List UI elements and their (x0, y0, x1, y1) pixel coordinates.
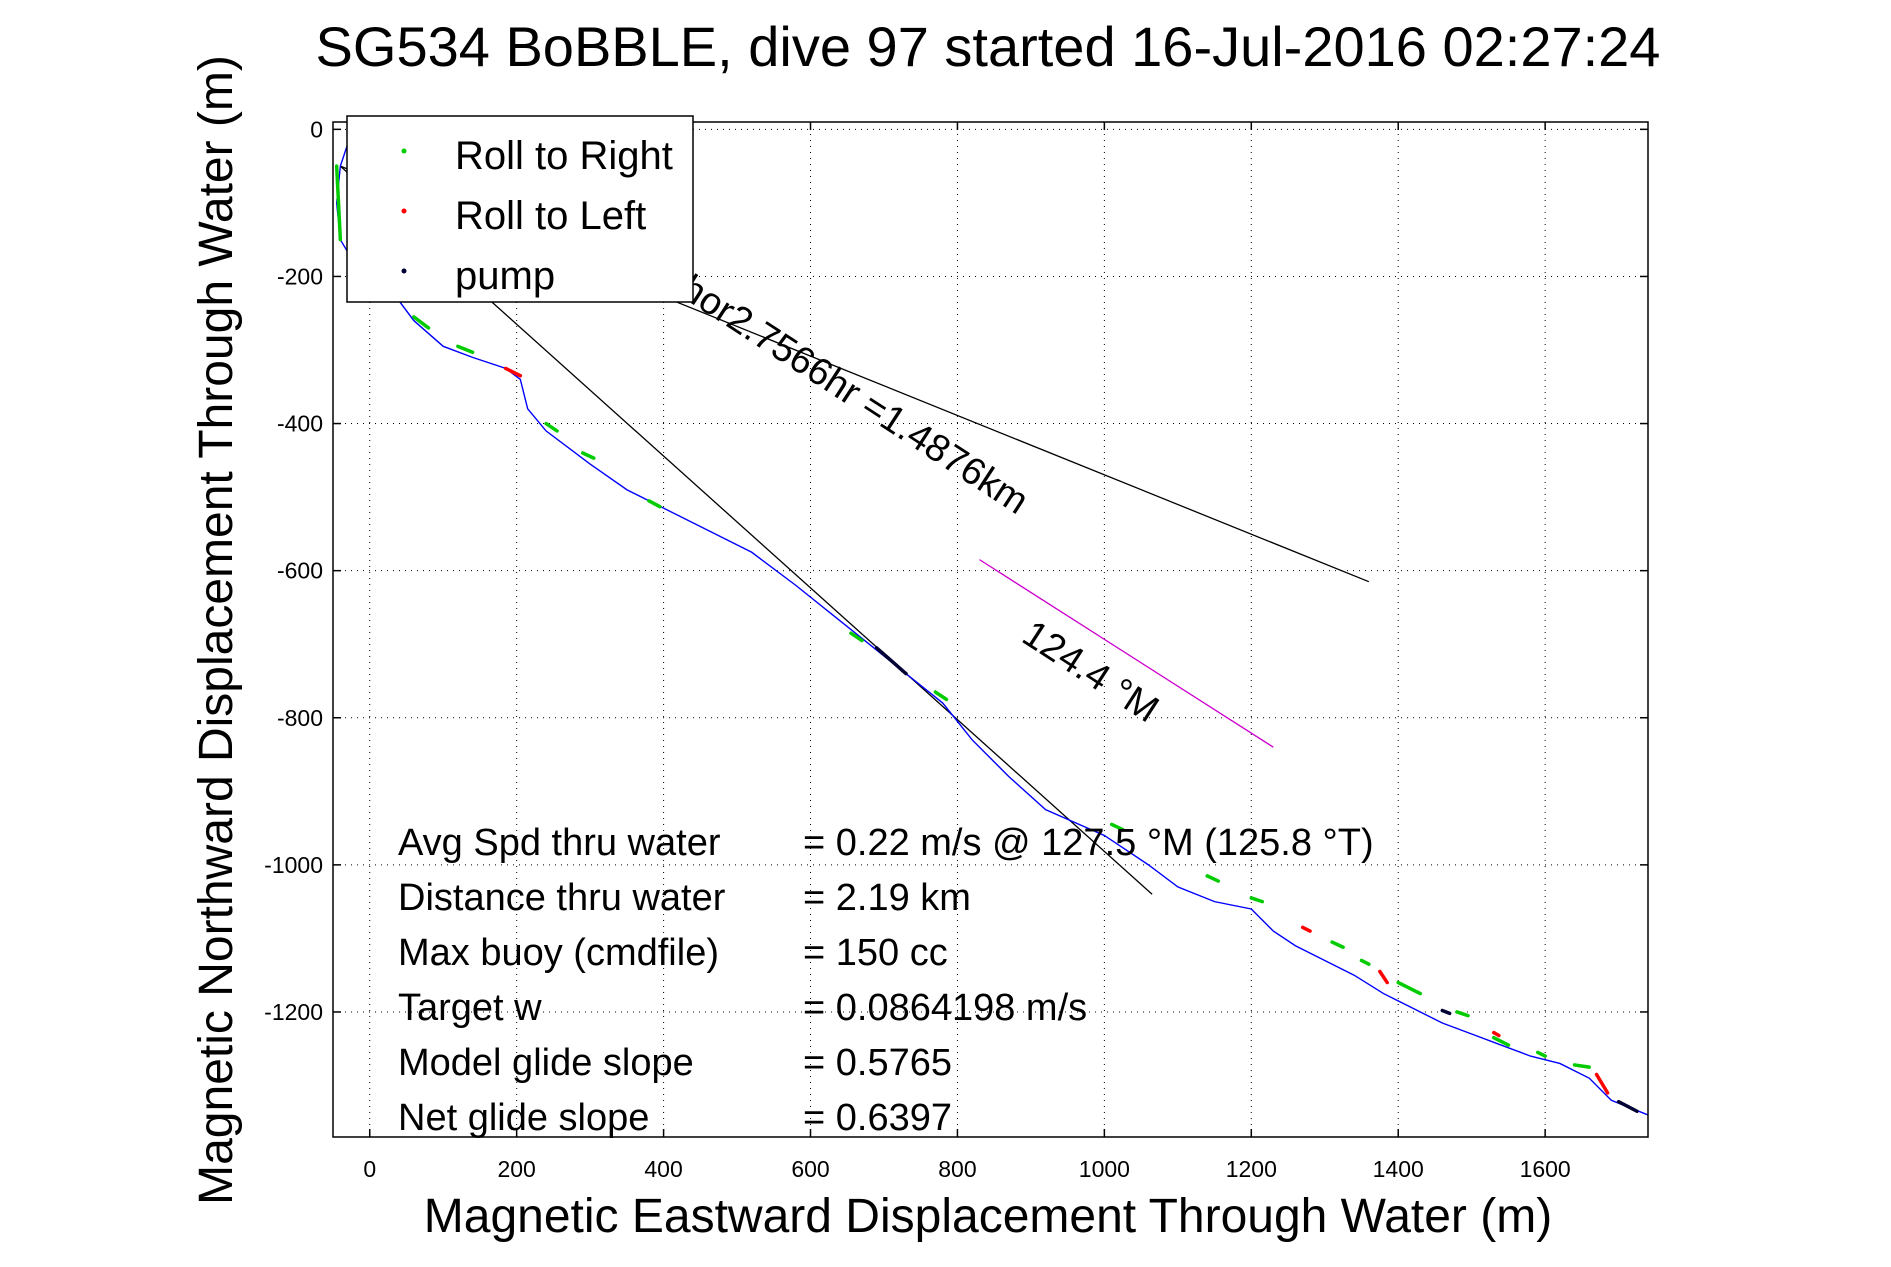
plot-frame (332, 121, 1649, 1138)
stats-block: Avg Spd thru water = 0.22 m/s @ 127.5 °M … (398, 822, 1374, 1139)
roll-left-segment (1300, 925, 1312, 933)
roll-right-segment (544, 421, 559, 433)
roll-right-segment (1109, 822, 1125, 832)
y-tick-label: -1200 (264, 999, 323, 1025)
segments (334, 164, 1639, 1114)
x-tick-label: 600 (791, 1156, 829, 1182)
x-tick-label: 800 (938, 1156, 976, 1182)
roll-right-segment (647, 499, 662, 509)
y-tick-label: 0 (310, 116, 323, 142)
roll-right-segment (1491, 1035, 1511, 1047)
x-axis-label: Magnetic Eastward Displacement Through W… (424, 1190, 1552, 1243)
legend: Roll to Right Roll to Left pump (346, 115, 694, 303)
roll-right-segment (334, 164, 343, 242)
roll-right-segment (1205, 874, 1220, 883)
legend-label: Roll to Right (455, 134, 673, 178)
x-tick-label: 0 (363, 1156, 376, 1182)
x-tick-label: 1000 (1079, 1156, 1130, 1182)
stat-label: Distance thru water (398, 877, 726, 919)
roll-right-segment (933, 690, 949, 702)
x-tick-label: 400 (644, 1156, 682, 1182)
track (335, 143, 1649, 1116)
y-tick-label: -400 (277, 411, 323, 437)
y-axis-label: Magnetic Northward Displacement Through … (190, 55, 243, 1205)
legend-label: pump (455, 254, 555, 298)
stat-label: Target w (398, 987, 542, 1029)
x-tick-label: 1600 (1520, 1156, 1571, 1182)
legend-marker (401, 208, 407, 214)
roll-right-segment (1455, 1010, 1470, 1018)
roll-left-segment (1378, 969, 1389, 985)
roll-right-segment (1359, 958, 1371, 966)
stat-label: Model glide slope (398, 1042, 694, 1084)
reference-line (979, 559, 1274, 748)
stat-label: Max buoy (cmdfile) (398, 932, 719, 974)
roll-right-segment (1396, 980, 1423, 996)
ticks: 0 200 400 600 800 1000 1200 1400 1600 0 -200 -400 -6… (264, 116, 1648, 1182)
stat-value: = 0.0864198 m/s (803, 987, 1087, 1029)
roll-left-segment (1594, 1072, 1610, 1095)
y-tick-label: -200 (277, 263, 323, 289)
x-tick-label: 1200 (1226, 1156, 1277, 1182)
legend-label: Roll to Left (455, 194, 646, 238)
roll-right-segment (1572, 1063, 1591, 1069)
legend-marker (401, 268, 407, 274)
roll-left-segment (1491, 1030, 1501, 1038)
stat-value: = 0.6397 (803, 1097, 952, 1139)
y-tick-label: -600 (277, 558, 323, 584)
roll-right-segment (1249, 896, 1265, 904)
stat-value: = 150 cc (803, 932, 948, 974)
roll-right-segment (1330, 940, 1345, 949)
stat-value: = 0.5765 (803, 1042, 952, 1084)
stat-label: Avg Spd thru water (398, 822, 721, 864)
x-tick-label: 1400 (1373, 1156, 1424, 1182)
roll-right-segment (1536, 1050, 1547, 1058)
stat-label: Net glide slope (398, 1097, 649, 1139)
legend-marker (401, 148, 407, 154)
pump-segment (874, 646, 908, 676)
x-tick-label: 200 (497, 1156, 535, 1182)
roll-right-segment (412, 315, 431, 330)
roll-right-segment (581, 451, 596, 460)
pump-segment (1440, 1008, 1452, 1016)
chart-title: SG534 BoBBLE, dive 97 started 16-Jul-201… (316, 15, 1661, 78)
y-tick-label: -1000 (264, 852, 323, 878)
y-tick-label: -800 (277, 705, 323, 731)
roll-right-segment (456, 344, 475, 354)
pump-segment (1616, 1099, 1639, 1114)
stat-value: = 2.19 km (803, 877, 971, 919)
glider-track-line (335, 143, 1649, 1116)
roll-left-segment (503, 366, 523, 378)
roll-right-segment (849, 631, 864, 643)
stat-value: = 0.22 m/s @ 127.5 °M (125.8 °T) (803, 822, 1374, 864)
